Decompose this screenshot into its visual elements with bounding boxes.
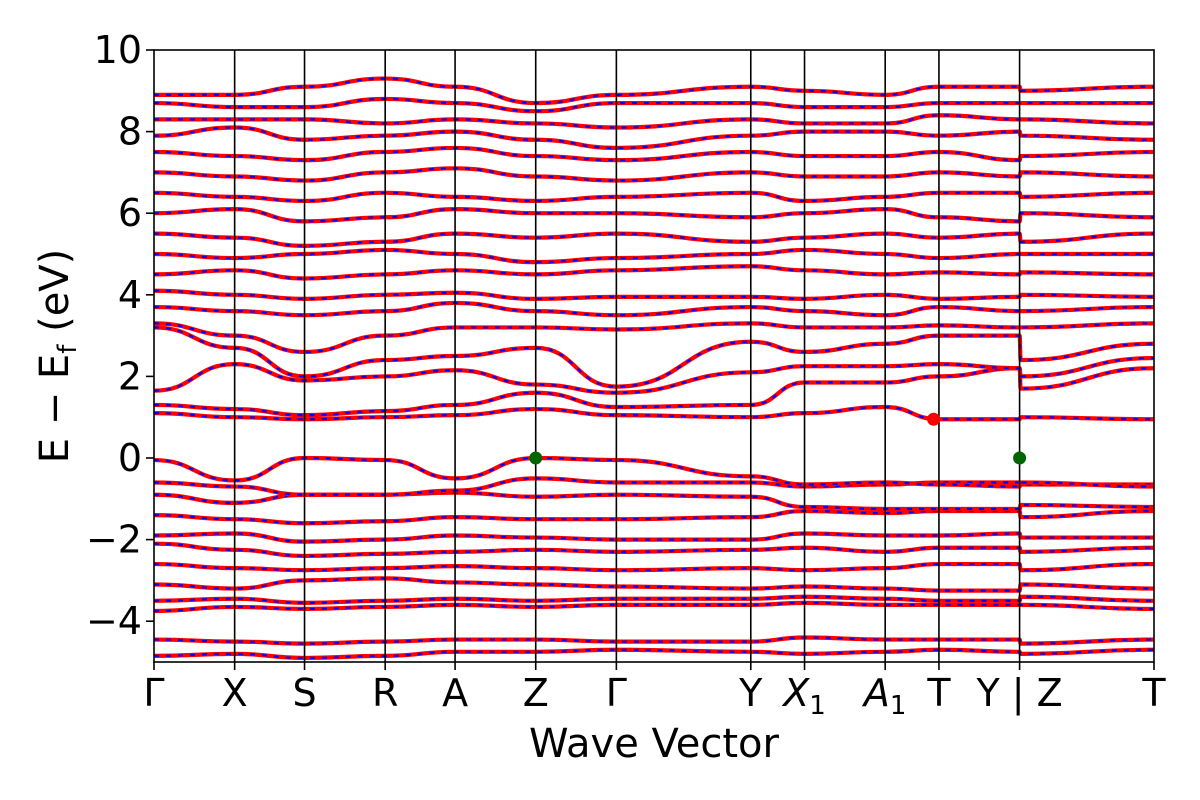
y-axis-title-sub: f bbox=[53, 344, 83, 354]
band-line-dashed bbox=[154, 126, 1154, 150]
band-line-dashed bbox=[154, 77, 1154, 105]
x-axis-title: Wave Vector bbox=[529, 721, 780, 767]
band-line-dashed bbox=[154, 191, 1154, 203]
x-tick-label: Y | Z bbox=[975, 671, 1062, 716]
plot-frame bbox=[153, 49, 1155, 663]
band-line-dashed bbox=[154, 322, 1154, 354]
x-tick-label: R bbox=[372, 671, 398, 715]
y-axis-title: E − Ef (eV) bbox=[32, 249, 83, 464]
x-tick-label: Γ bbox=[143, 671, 164, 715]
band-line-dashed bbox=[154, 542, 1154, 558]
extrema-markers bbox=[529, 412, 1027, 465]
band-line-dashed bbox=[154, 601, 1154, 613]
x-tick-label: T bbox=[926, 671, 951, 715]
x-tick-label: Γ bbox=[606, 671, 627, 715]
y-tick-label: 8 bbox=[118, 110, 142, 154]
band-line-dashed bbox=[154, 595, 1154, 604]
extremum-marker bbox=[529, 451, 543, 465]
y-tick-label: 4 bbox=[118, 273, 142, 317]
band-line-dashed bbox=[154, 146, 1154, 162]
high-symmetry-lines bbox=[233, 50, 1021, 662]
y-axis-title-main: E − E bbox=[32, 354, 78, 464]
x-tick-label: Y bbox=[738, 671, 763, 715]
band-line bbox=[154, 288, 1154, 301]
band-line-dashed bbox=[154, 326, 1154, 388]
band-line-dashed bbox=[154, 301, 1154, 317]
band-line-dashed bbox=[154, 248, 1154, 264]
y-tick-label: 10 bbox=[94, 28, 142, 72]
x-axis: Γ X S R A Z Γ Y X1 A1 T Y | Z T bbox=[143, 662, 1166, 721]
x-tick-label: S bbox=[292, 671, 316, 715]
y-axis-title-unit: (eV) bbox=[32, 249, 78, 345]
extremum-marker bbox=[1013, 451, 1027, 465]
x-tick-label: A bbox=[442, 671, 468, 715]
x-tick-label: A1 bbox=[861, 671, 907, 721]
band-line-dashed bbox=[154, 648, 1154, 660]
y-tick-label: −4 bbox=[86, 599, 142, 643]
band-line bbox=[154, 531, 1154, 544]
x-tick-label: Z bbox=[523, 671, 549, 715]
y-tick-label: 0 bbox=[118, 436, 142, 480]
y-tick-label: −2 bbox=[86, 518, 142, 562]
x-tick-label: X1 bbox=[781, 671, 826, 721]
band-line bbox=[154, 264, 1154, 281]
x-tick-label: T bbox=[1141, 671, 1166, 715]
band-line-dashed bbox=[154, 456, 1154, 488]
y-axis: −4 −2 0 2 4 6 8 10 bbox=[86, 28, 154, 643]
band-line-dashed bbox=[154, 577, 1154, 592]
extremum-marker bbox=[927, 412, 941, 426]
x-tick-label: X bbox=[222, 671, 248, 715]
y-tick-label: 6 bbox=[118, 191, 142, 235]
y-tick-label: 2 bbox=[118, 354, 142, 398]
band-line-dashed bbox=[154, 208, 1154, 223]
band-line-dashed bbox=[154, 405, 1154, 421]
band-line-dashed bbox=[154, 232, 1154, 247]
band-line-dashed bbox=[154, 562, 1154, 572]
band-line-dashed bbox=[154, 167, 1154, 182]
